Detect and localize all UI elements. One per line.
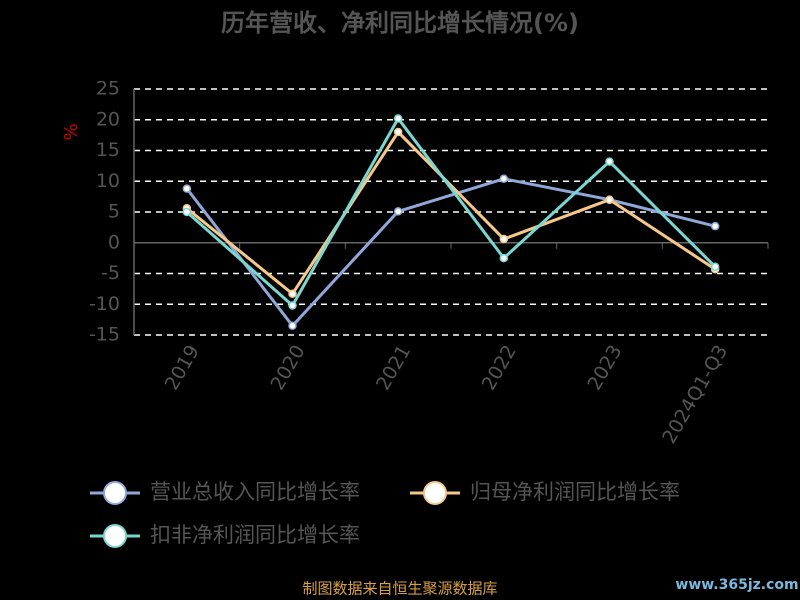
y-tick-label: -15	[89, 324, 120, 346]
point	[605, 195, 614, 204]
x-tick-label: 2019	[161, 341, 204, 394]
point	[182, 184, 192, 193]
y-axis-label: %	[61, 123, 82, 140]
y-tick-label: 10	[96, 170, 120, 192]
legend-marker	[103, 524, 127, 548]
point	[182, 207, 192, 217]
point	[605, 157, 614, 166]
legend-marker	[103, 481, 127, 505]
point	[288, 301, 297, 310]
point	[288, 289, 297, 299]
source-note: 制图数据来自恒生聚源数据库	[302, 580, 497, 598]
point	[499, 234, 509, 244]
point	[288, 321, 297, 331]
y-tick-label: 20	[96, 108, 120, 130]
legend-marker	[423, 481, 447, 505]
y-tick-label: 25	[96, 78, 120, 100]
legend-label: 扣非净利润同比增长率	[150, 523, 360, 547]
point	[499, 253, 509, 263]
point	[393, 127, 403, 137]
watermark: www.365jz.com	[675, 577, 798, 593]
y-tick-label: -10	[89, 293, 120, 315]
x-tick-label: 2020	[266, 341, 309, 394]
y-tick-label: 5	[108, 201, 120, 223]
y-tick-label: 0	[108, 231, 120, 253]
point	[710, 262, 720, 271]
y-tick-label: 15	[96, 139, 120, 161]
series-line	[185, 115, 717, 308]
point	[710, 221, 720, 231]
point	[393, 114, 403, 123]
series-line	[185, 177, 716, 329]
legend-label: 归母净利润同比增长率	[470, 480, 680, 504]
point	[499, 174, 509, 184]
chart-title: 历年营收、净利同比增长情况(%)	[221, 9, 579, 37]
point	[393, 207, 403, 216]
series-line	[185, 129, 716, 297]
legend-label: 营业总收入同比增长率	[150, 480, 360, 504]
x-tick-label: 2023	[583, 341, 626, 394]
y-tick-label: -5	[101, 262, 120, 284]
x-tick-label: 2022	[478, 341, 521, 394]
x-tick-label: 2021	[372, 341, 415, 394]
x-tick-label: 2024Q1-Q3	[658, 341, 732, 447]
